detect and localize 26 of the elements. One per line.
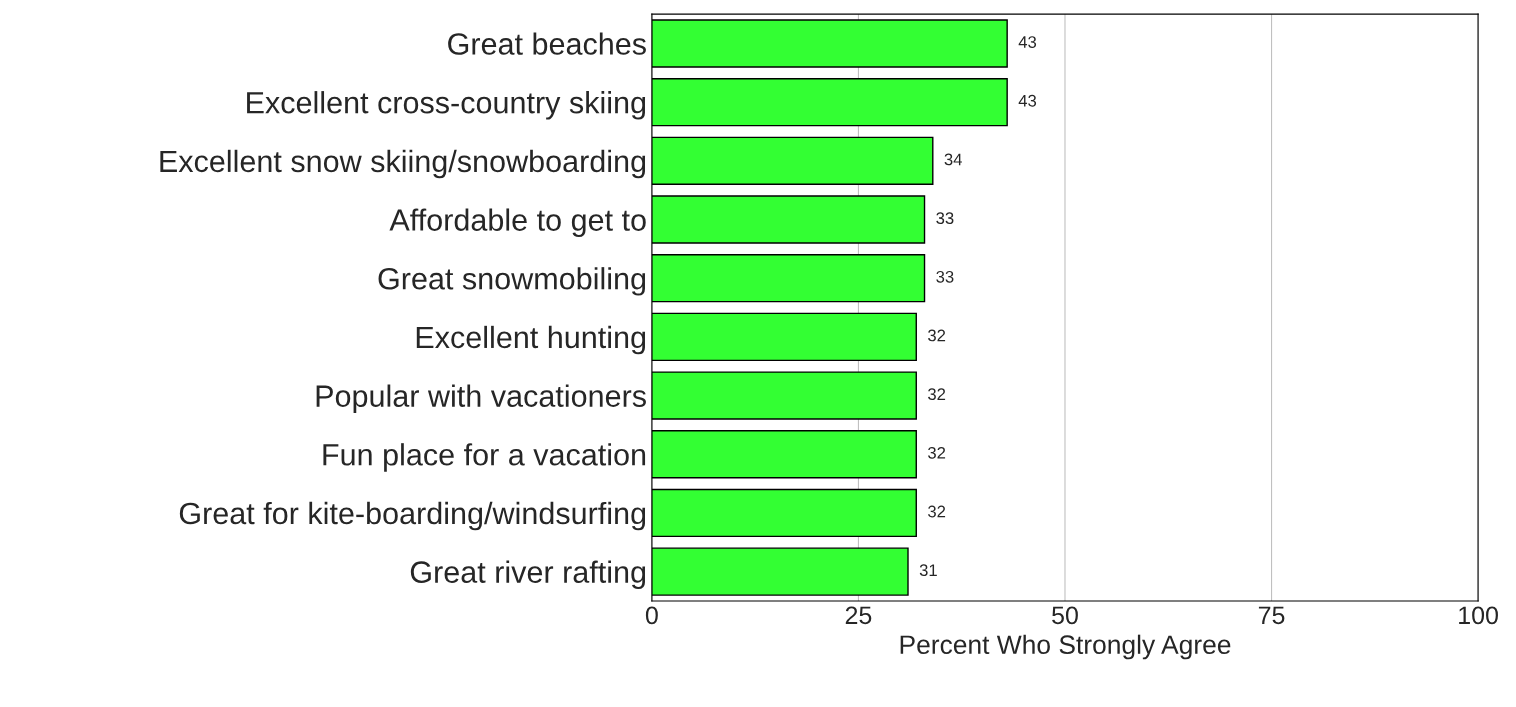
y-tick-label: Fun place for a vacation: [323, 443, 646, 472]
y-tick-label: Affordable to get to: [389, 208, 646, 237]
data-label: 32: [928, 446, 946, 459]
y-tick-label: Great river rafting: [410, 560, 646, 590]
x-tick-label: 100: [1459, 606, 1498, 625]
data-label: 32: [928, 329, 946, 342]
data-label: 33: [936, 212, 954, 224]
data-label: 34: [944, 153, 962, 166]
y-tick-label: Great snowmobiling: [378, 267, 646, 296]
x-tick-label: 50: [1052, 606, 1078, 625]
y-tick-label: Excellent cross-country skiing: [247, 91, 646, 120]
y-tick-label: Great for kite-boarding/windsurfing: [179, 501, 646, 531]
x-tick-label: 0: [645, 606, 658, 625]
x-tick-label: 75: [1258, 606, 1285, 625]
x-tick-label: 25: [845, 606, 872, 625]
data-label: 43: [1018, 94, 1037, 107]
y-tick-label: Great beaches: [448, 32, 646, 55]
data-label: 33: [936, 270, 954, 283]
data-label: 32: [928, 505, 946, 518]
data-label: 43: [1018, 36, 1037, 48]
data-label: 31: [919, 564, 937, 577]
y-tick-label: Excellent snow skiing/snowboarding: [160, 149, 646, 179]
y-tick-label: Excellent hunting: [416, 325, 646, 355]
data-label: 32: [928, 388, 946, 401]
x-axis-title: Percent Who Strongly Agree: [900, 634, 1231, 660]
y-tick-label: Popular with vacationers: [316, 384, 646, 413]
